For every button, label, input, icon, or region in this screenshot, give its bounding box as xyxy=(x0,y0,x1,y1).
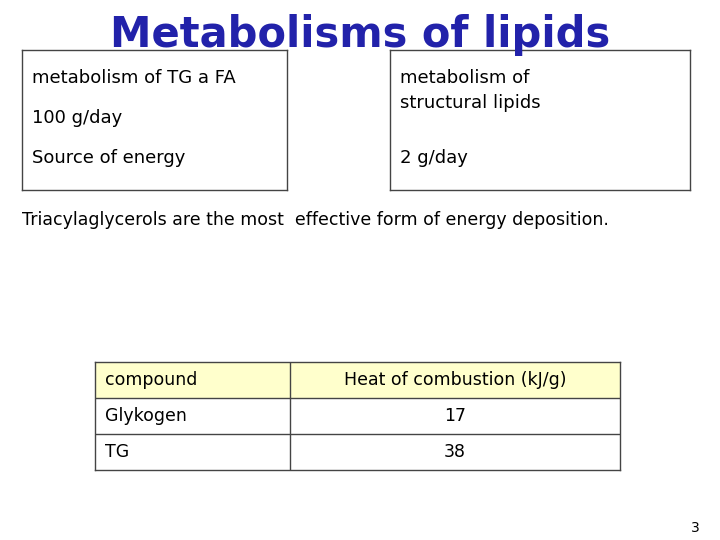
Text: Source of energy: Source of energy xyxy=(32,149,185,167)
Text: 2 g/day: 2 g/day xyxy=(400,149,468,167)
Text: 17: 17 xyxy=(444,407,466,425)
Text: 100 g/day: 100 g/day xyxy=(32,109,122,127)
Text: metabolism of: metabolism of xyxy=(400,69,529,87)
Text: Metabolisms of lipids: Metabolisms of lipids xyxy=(110,14,610,56)
Text: 38: 38 xyxy=(444,443,466,461)
Text: Glykogen: Glykogen xyxy=(105,407,187,425)
Text: Triacylaglycerols are the most  effective form of energy deposition.: Triacylaglycerols are the most effective… xyxy=(22,211,609,229)
Text: compound: compound xyxy=(105,371,197,389)
Text: Heat of combustion (kJ/g): Heat of combustion (kJ/g) xyxy=(343,371,566,389)
Text: 3: 3 xyxy=(691,521,700,535)
Text: TG: TG xyxy=(105,443,130,461)
Bar xyxy=(95,362,620,398)
Text: metabolism of TG a FA: metabolism of TG a FA xyxy=(32,69,235,87)
Text: structural lipids: structural lipids xyxy=(400,94,541,112)
